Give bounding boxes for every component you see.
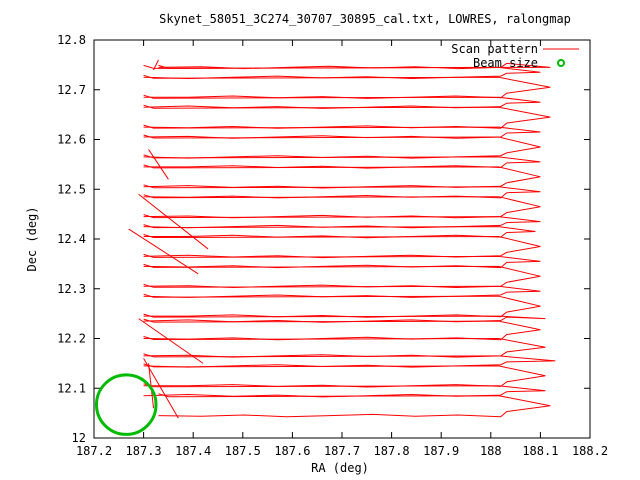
x-tick-label: 188.2 [572, 444, 608, 458]
scan-row [143, 336, 546, 358]
scan-row [143, 318, 541, 341]
y-tick-label: 12.2 [57, 332, 86, 346]
x-tick-label: 187.7 [324, 444, 360, 458]
x-tick-label: 188 [480, 444, 502, 458]
scan-row [143, 313, 546, 323]
chart-title: Skynet_58051_3C274_30707_30895_cal.txt, … [159, 12, 571, 26]
axes: 187.2 187.3 187.4 187.5 187.6 187.7 187.8 187.9… [57, 33, 608, 458]
scan-row [143, 64, 541, 80]
x-tick-label: 188.1 [522, 444, 558, 458]
scan-spike [128, 228, 199, 275]
scan-row [143, 224, 536, 239]
y-tick-label: 12.7 [57, 83, 86, 97]
legend: Scan pattern Beam size [451, 42, 579, 70]
beam-size-circle [94, 373, 158, 436]
y-axis-label: Dec (deg) [25, 206, 39, 271]
x-tick-label: 187.8 [374, 444, 410, 458]
y-tick-label: 12.1 [57, 381, 86, 395]
legend-swatch-beam-size [557, 59, 565, 67]
scan-spike [138, 318, 204, 364]
x-tick-label: 187.6 [274, 444, 310, 458]
scan-row [143, 363, 546, 388]
scan-row [158, 393, 551, 418]
scan-row [143, 194, 541, 219]
scan-row [143, 214, 541, 229]
scan-row [143, 124, 541, 139]
y-tick-label: 12 [72, 431, 86, 445]
x-axis-label: RA (deg) [311, 461, 369, 475]
scan-row [143, 234, 541, 259]
scan-row [158, 62, 551, 70]
scan-row [143, 253, 541, 269]
scan-row [143, 383, 546, 398]
scan-row [143, 104, 551, 129]
y-tick-label: 12.4 [57, 232, 86, 246]
scan-row [143, 184, 541, 199]
scan-row [143, 94, 541, 109]
x-tick-label: 187.5 [225, 444, 261, 458]
y-tick-label: 12.6 [57, 133, 86, 147]
scan-row [143, 293, 541, 318]
scan-row [143, 263, 541, 289]
scan-spike [153, 59, 159, 71]
y-tick-label: 12.8 [57, 33, 86, 47]
scan-row [143, 134, 541, 159]
y-tick-label: 12.3 [57, 282, 86, 296]
scan-spike [138, 193, 209, 250]
beam-size-series [94, 373, 158, 436]
legend-label-beam-size: Beam size [473, 56, 538, 70]
scan-row [143, 283, 541, 298]
x-tick-label: 187.2 [76, 444, 112, 458]
scan-pattern-series [128, 59, 556, 419]
x-tick-label: 187.3 [126, 444, 162, 458]
scan-row [143, 353, 556, 368]
x-tick-label: 187.4 [175, 444, 211, 458]
scan-row [143, 164, 541, 189]
legend-label-scan-pattern: Scan pattern [451, 42, 538, 56]
scan-row [143, 154, 541, 169]
x-tick-label: 187.9 [423, 444, 459, 458]
y-tick-label: 12.5 [57, 182, 86, 196]
scan-row [143, 74, 551, 99]
scan-spike [148, 149, 169, 180]
